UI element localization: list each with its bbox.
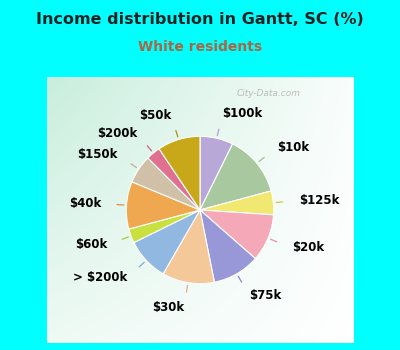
Wedge shape: [126, 182, 200, 229]
Text: City-Data.com: City-Data.com: [236, 89, 300, 98]
Text: White residents: White residents: [138, 40, 262, 54]
Text: $200k: $200k: [97, 127, 137, 140]
Wedge shape: [134, 210, 200, 274]
Wedge shape: [148, 149, 200, 210]
Text: $100k: $100k: [222, 107, 263, 120]
Text: $50k: $50k: [139, 108, 171, 121]
Text: > $200k: > $200k: [73, 271, 128, 284]
Wedge shape: [132, 158, 200, 210]
Wedge shape: [200, 210, 255, 282]
Wedge shape: [163, 210, 214, 284]
Wedge shape: [159, 136, 200, 210]
Wedge shape: [200, 210, 274, 259]
Wedge shape: [200, 191, 274, 215]
Text: $20k: $20k: [292, 241, 324, 254]
Text: $75k: $75k: [250, 289, 282, 302]
Text: $125k: $125k: [299, 194, 339, 207]
Text: $10k: $10k: [277, 141, 309, 154]
Wedge shape: [200, 144, 271, 210]
Text: $40k: $40k: [69, 197, 101, 210]
Text: $30k: $30k: [152, 301, 184, 314]
Text: $150k: $150k: [77, 148, 118, 161]
Wedge shape: [129, 210, 200, 243]
Text: Income distribution in Gantt, SC (%): Income distribution in Gantt, SC (%): [36, 12, 364, 27]
Wedge shape: [200, 136, 232, 210]
Text: $60k: $60k: [75, 238, 107, 251]
